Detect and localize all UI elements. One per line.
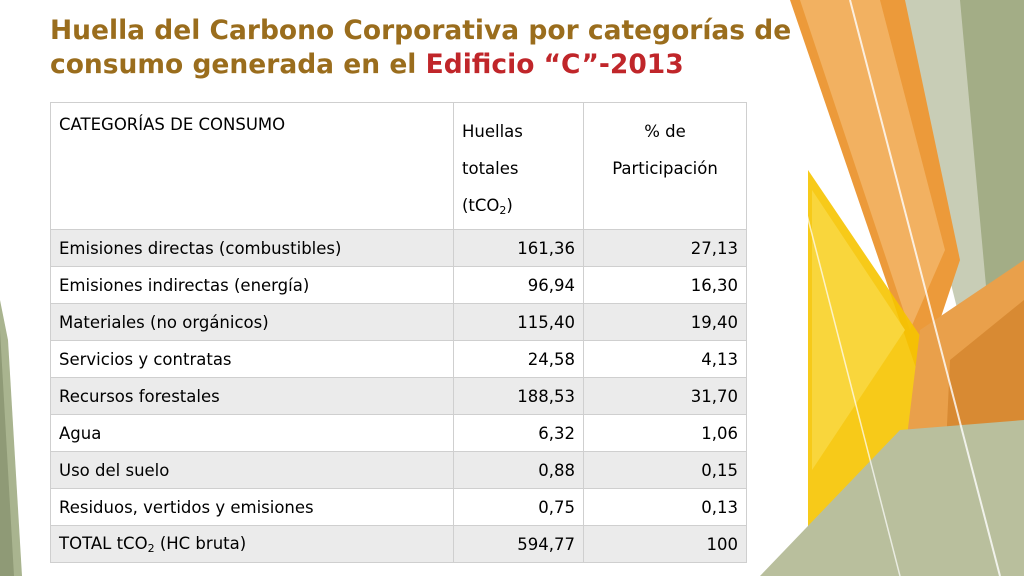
- header-category: CATEGORÍAS DE CONSUMO: [50, 102, 454, 230]
- row-category: Emisiones directas (combustibles): [50, 229, 454, 267]
- row-percentage: 31,70: [583, 377, 747, 415]
- row-category: Uso del suelo: [50, 451, 454, 489]
- row-percentage: 4,13: [583, 340, 747, 378]
- row-total: 96,94: [453, 266, 584, 304]
- right-lower-sage: [760, 420, 1024, 576]
- table-row: Servicios y contratas 24,58 4,13: [50, 340, 747, 378]
- title-accent-text: Edificio “C”-2013: [425, 49, 684, 80]
- row-category: Residuos, vertidos y emisiones: [50, 488, 454, 526]
- header-totals: Huellas totales (tCO2): [453, 102, 584, 230]
- table-row: Emisiones indirectas (energía) 96,94 16,…: [50, 266, 747, 304]
- row-category: Materiales (no orgánicos): [50, 303, 454, 341]
- total-value: 594,77: [453, 525, 584, 563]
- slide-title: Huella del Carbono Corporativa por categ…: [50, 14, 810, 82]
- row-percentage: 1,06: [583, 414, 747, 452]
- row-category: Servicios y contratas: [50, 340, 454, 378]
- title-text: Huella del Carbono Corporativa por categ…: [50, 15, 792, 80]
- total-label: TOTAL tCO2 (HC bruta): [50, 525, 454, 563]
- header-percentage: % de Participación: [583, 102, 747, 230]
- row-category: Emisiones indirectas (energía): [50, 266, 454, 304]
- row-percentage: 16,30: [583, 266, 747, 304]
- table-row: Uso del suelo 0,88 0,15: [50, 451, 747, 489]
- table-row: Residuos, vertidos y emisiones 0,75 0,13: [50, 488, 747, 526]
- table-row: Recursos forestales 188,53 31,70: [50, 377, 747, 415]
- row-percentage: 0,15: [583, 451, 747, 489]
- row-total: 6,32: [453, 414, 584, 452]
- table-total-row: TOTAL tCO2 (HC bruta) 594,77 100: [50, 525, 747, 563]
- table-row: Materiales (no orgánicos) 115,40 19,40: [50, 303, 747, 341]
- table-header-row: CATEGORÍAS DE CONSUMO Huellas totales (t…: [50, 102, 747, 230]
- row-total: 0,88: [453, 451, 584, 489]
- row-percentage: 0,13: [583, 488, 747, 526]
- row-percentage: 19,40: [583, 303, 747, 341]
- table-row: Emisiones directas (combustibles) 161,36…: [50, 229, 747, 267]
- row-category: Recursos forestales: [50, 377, 454, 415]
- row-total: 0,75: [453, 488, 584, 526]
- row-percentage: 27,13: [583, 229, 747, 267]
- row-total: 188,53: [453, 377, 584, 415]
- row-category: Agua: [50, 414, 454, 452]
- table-row: Agua 6,32 1,06: [50, 414, 747, 452]
- total-percentage: 100: [583, 525, 747, 563]
- row-total: 24,58: [453, 340, 584, 378]
- row-total: 115,40: [453, 303, 584, 341]
- row-total: 161,36: [453, 229, 584, 267]
- carbon-footprint-table: CATEGORÍAS DE CONSUMO Huellas totales (t…: [50, 102, 747, 563]
